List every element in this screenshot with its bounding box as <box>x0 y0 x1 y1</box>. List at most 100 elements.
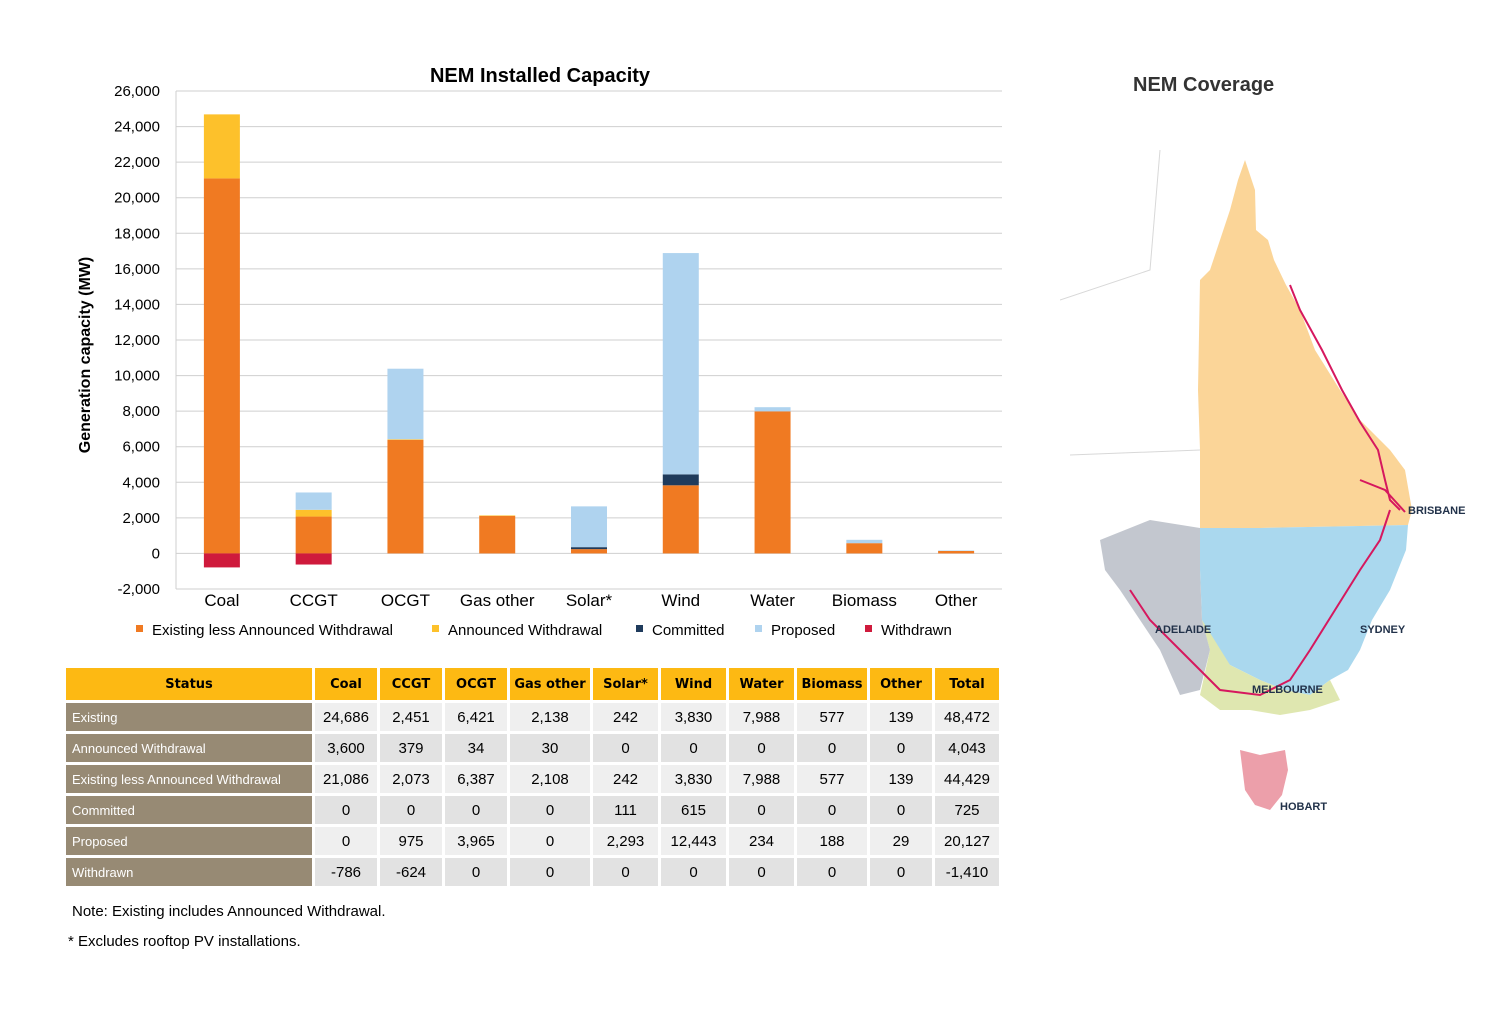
table-cell: 29 <box>870 827 932 855</box>
table-cell: 3,830 <box>661 765 726 793</box>
row-label: Proposed <box>66 827 312 855</box>
bar-segment <box>571 547 607 550</box>
table-cell: 0 <box>797 858 867 886</box>
y-tick-label: 6,000 <box>122 439 160 456</box>
table-cell: 0 <box>797 796 867 824</box>
bar-segment <box>754 407 791 412</box>
table-cell: 6,421 <box>445 703 507 731</box>
legend-swatch <box>865 625 872 632</box>
table-cell: 0 <box>661 734 726 762</box>
table-cell: 0 <box>510 796 590 824</box>
y-tick-label: 20,000 <box>114 190 160 207</box>
map-title: NEM Coverage <box>1133 74 1275 96</box>
legend-swatch <box>432 625 439 632</box>
table-cell: 30 <box>510 734 590 762</box>
table-cell: 0 <box>797 734 867 762</box>
table-row: Existing less Announced Withdrawal 21,086… <box>66 765 999 793</box>
table-cell: 0 <box>729 796 794 824</box>
region-qld <box>1198 160 1412 528</box>
y-tick-label: 14,000 <box>114 296 160 313</box>
y-tick-label: 26,000 <box>114 83 160 100</box>
table-cell: 7,988 <box>729 765 794 793</box>
y-tick-label: -2,000 <box>117 581 160 598</box>
table-cell: 2,108 <box>510 765 590 793</box>
table-cell: 0 <box>870 858 932 886</box>
table-cell: 111 <box>593 796 658 824</box>
city-sydney: SYDNEY <box>1360 624 1406 636</box>
table-cell: 3,965 <box>445 827 507 855</box>
table-header-cell: Wind <box>661 668 726 700</box>
x-tick-label: Biomass <box>832 591 897 610</box>
bar-segment <box>938 550 975 554</box>
region-nsw <box>1200 525 1408 695</box>
x-tick-label: Coal <box>204 591 239 610</box>
y-tick-label: 0 <box>152 545 160 562</box>
table-cell: 975 <box>380 827 442 855</box>
y-axis-label: Generation capacity (MW) <box>77 257 94 453</box>
bar-segment <box>387 439 424 440</box>
table-cell: 0 <box>870 796 932 824</box>
row-label: Existing less Announced Withdrawal <box>66 765 312 793</box>
bar-segment <box>571 549 607 554</box>
legend-label: Proposed <box>771 622 835 639</box>
table-cell: 577 <box>797 703 867 731</box>
table-header-row: Status Coal CCGT OCGT Gas other Solar* Wind Wat… <box>66 668 999 700</box>
table-cell: 234 <box>729 827 794 855</box>
row-label: Announced Withdrawal <box>66 734 312 762</box>
city-adelaide: ADELAIDE <box>1155 624 1211 636</box>
x-tick-label: Wind <box>661 591 700 610</box>
x-labels: Coal CCGT OCGT Gas other Solar* Wind Water Biom… <box>204 591 977 610</box>
note-existing: Note: Existing includes Announced Withdr… <box>72 903 386 920</box>
y-ticks: -2,000 0 2,000 4,000 6,000 8,000 10,000 12,000 1… <box>114 83 160 598</box>
table-cell: 242 <box>593 765 658 793</box>
table-cell: 379 <box>380 734 442 762</box>
bars <box>203 114 975 568</box>
table-row: Withdrawn -786 -624 0 0 0 0 0 0 0 -1,410 <box>66 858 999 886</box>
table-cell: 2,293 <box>593 827 658 855</box>
table-header-cell: Other <box>870 668 932 700</box>
table-cell: 24,686 <box>315 703 377 731</box>
table-cell: -1,410 <box>935 858 999 886</box>
table-header-cell: Status <box>66 668 312 700</box>
bar-segment <box>846 539 883 544</box>
x-tick-label: OCGT <box>381 591 430 610</box>
legend-swatch <box>136 625 143 632</box>
table-cell: 139 <box>870 765 932 793</box>
table-cell: 0 <box>661 858 726 886</box>
table-cell: 188 <box>797 827 867 855</box>
bar-segment <box>479 515 516 554</box>
region-tas <box>1240 750 1288 810</box>
bar-segment <box>662 474 699 486</box>
table-cell: 3,600 <box>315 734 377 762</box>
legend: Existing less Announced Withdrawal Announ… <box>136 622 952 639</box>
table-cell: 48,472 <box>935 703 999 731</box>
table-cell: 44,429 <box>935 765 999 793</box>
nem-map: BRISBANE SYDNEY ADELAIDE MELBOURNE HOBAR… <box>1060 150 1465 813</box>
bar-segment <box>295 553 332 565</box>
table-header-cell: Total <box>935 668 999 700</box>
bar-segment <box>295 509 332 517</box>
table-cell: -624 <box>380 858 442 886</box>
y-tick-label: 18,000 <box>114 225 160 242</box>
table-cell: 0 <box>510 858 590 886</box>
chart-title: NEM Installed Capacity <box>430 65 651 87</box>
table-cell: 0 <box>593 734 658 762</box>
table-cell: 20,127 <box>935 827 999 855</box>
y-tick-label: 4,000 <box>122 474 160 491</box>
capacity-table: Status Coal CCGT OCGT Gas other Solar* Wind Wat… <box>63 665 1002 889</box>
table-cell: 0 <box>445 858 507 886</box>
table-cell: 6,387 <box>445 765 507 793</box>
y-tick-label: 12,000 <box>114 332 160 349</box>
y-tick-label: 16,000 <box>114 261 160 278</box>
city-brisbane: BRISBANE <box>1408 505 1465 517</box>
legend-label: Withdrawn <box>881 622 952 639</box>
row-label: Existing <box>66 703 312 731</box>
grid <box>175 90 1002 590</box>
table-body: Existing 24,686 2,451 6,421 2,138 242 3,830 7,9… <box>66 703 999 886</box>
table-cell: 242 <box>593 703 658 731</box>
x-tick-label: Gas other <box>460 591 535 610</box>
x-tick-label: CCGT <box>290 591 338 610</box>
table-cell: 0 <box>593 858 658 886</box>
table-header-cell: Biomass <box>797 668 867 700</box>
legend-label: Announced Withdrawal <box>448 622 602 639</box>
